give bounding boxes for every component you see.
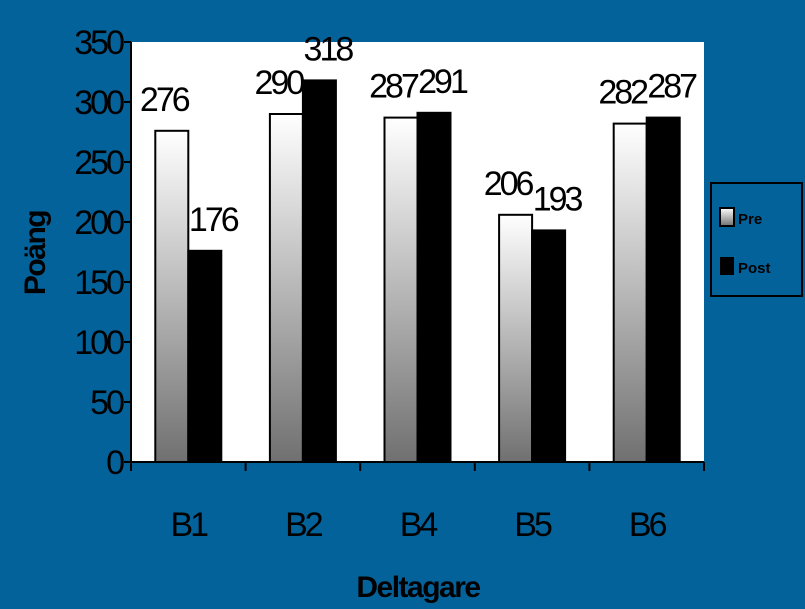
x-tick-label-b4: B4	[400, 506, 438, 544]
y-tick-label-0: 0	[106, 444, 124, 482]
bar-post-b4	[416, 111, 452, 464]
y-tick-label-150: 150	[74, 264, 124, 302]
legend: Pre Post	[710, 182, 803, 297]
y-tick-label-100: 100	[74, 324, 124, 362]
legend-swatch-pre	[719, 207, 735, 227]
data-label-pre-b4: 287	[369, 68, 419, 106]
bar-post-b5	[531, 229, 567, 463]
bar-pre-b1	[154, 129, 190, 464]
x-tick-label-b5: B5	[514, 506, 552, 544]
bar-post-b6	[645, 116, 681, 463]
bar-pre-b4	[383, 116, 419, 463]
data-label-pre-b1: 276	[140, 81, 190, 119]
y-tick-label-50: 50	[90, 384, 124, 422]
x-tick-label-b1: B1	[171, 506, 209, 544]
bar-post-b2	[301, 79, 337, 464]
data-label-post-b1: 176	[189, 201, 239, 239]
bar-post-b1	[187, 249, 223, 463]
x-tick-label-b2: B2	[285, 506, 323, 544]
data-label-post-b5: 193	[533, 180, 583, 218]
legend-box	[710, 182, 803, 297]
y-tick-label-300: 300	[74, 84, 124, 122]
bar-pre-b6	[612, 122, 648, 463]
legend-label-post: Post	[738, 260, 771, 277]
data-label-post-b6: 287	[647, 68, 697, 106]
data-label-pre-b5: 206	[484, 165, 534, 203]
data-label-pre-b2: 290	[255, 64, 305, 102]
bar-pre-b2	[268, 113, 304, 463]
data-label-post-b2: 318	[304, 30, 354, 68]
y-axis-title: Poäng	[19, 211, 52, 295]
x-axis-title: Deltagare	[356, 571, 480, 604]
legend-swatch-post	[720, 257, 734, 275]
x-tick-label-b6: B6	[629, 506, 667, 544]
y-tick-label-350: 350	[74, 24, 124, 62]
legend-label-pre: Pre	[738, 211, 762, 228]
y-tick-label-250: 250	[74, 144, 124, 182]
y-tick-label-200: 200	[74, 204, 124, 242]
data-label-post-b4: 291	[418, 63, 468, 101]
data-label-pre-b6: 282	[598, 74, 648, 112]
bar-pre-b5	[498, 213, 534, 463]
